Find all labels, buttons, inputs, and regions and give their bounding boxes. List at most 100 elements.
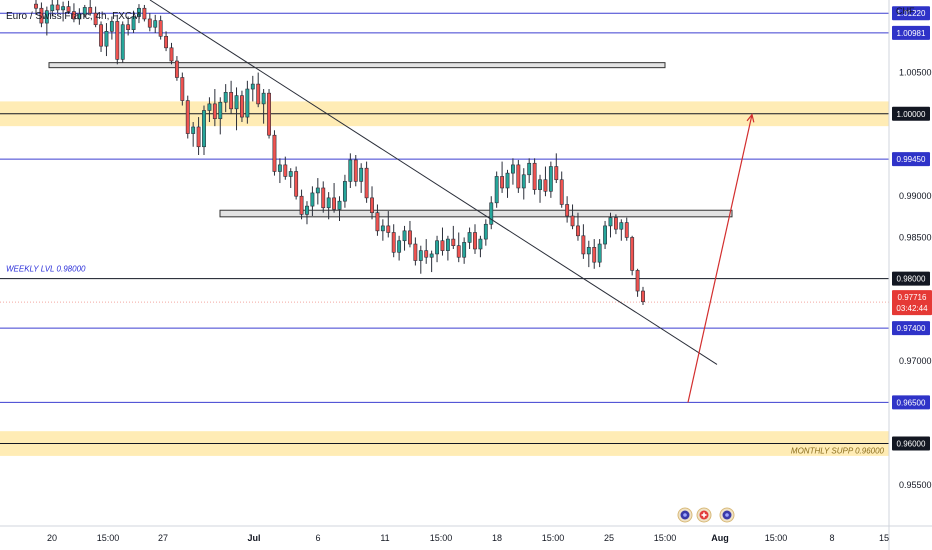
current-price-tag-bg bbox=[892, 290, 932, 316]
candle-body bbox=[521, 174, 526, 189]
candle bbox=[559, 171, 564, 208]
x-tick-label: 8 bbox=[829, 533, 834, 543]
candle bbox=[202, 105, 206, 155]
current-price-value: 0.97716 bbox=[898, 293, 927, 302]
candle-body bbox=[635, 270, 640, 292]
price-tag: 0.97400 bbox=[892, 321, 930, 336]
candle bbox=[147, 13, 152, 32]
candle bbox=[478, 235, 483, 258]
candle bbox=[310, 186, 315, 217]
candle bbox=[391, 224, 396, 258]
candle-body bbox=[424, 250, 429, 258]
candle-body bbox=[603, 225, 607, 245]
candle bbox=[240, 90, 244, 123]
candle bbox=[467, 227, 472, 249]
candle-body bbox=[326, 197, 331, 209]
current-price-countdown: 03:42:44 bbox=[896, 304, 928, 313]
candle-body bbox=[397, 240, 402, 253]
candle-body bbox=[126, 24, 131, 30]
candle-body bbox=[380, 225, 385, 232]
candle bbox=[342, 174, 347, 208]
candle bbox=[104, 23, 109, 57]
candle-body bbox=[223, 92, 228, 103]
candle bbox=[375, 204, 380, 236]
candle bbox=[99, 21, 103, 52]
candle bbox=[364, 161, 369, 203]
candle-body bbox=[185, 100, 190, 134]
candle-body bbox=[61, 6, 66, 11]
price-tag: 0.99450 bbox=[892, 152, 930, 167]
candle bbox=[337, 196, 342, 221]
candle bbox=[261, 89, 266, 124]
monthly-support-label: MONTHLY SUPP 0.96000 bbox=[791, 447, 885, 456]
x-tick-label: 18 bbox=[492, 533, 502, 543]
time-axis[interactable]: 20 15:00 27 Jul 6 11 15:00 18 15:00 25 15:00 Aug 15:… bbox=[0, 525, 932, 543]
x-tick-label: 15:00 bbox=[765, 533, 788, 543]
candle-body bbox=[505, 172, 510, 189]
candle bbox=[305, 201, 309, 225]
projection-arrow-line bbox=[687, 114, 753, 403]
candle-body bbox=[353, 159, 358, 182]
rectangle-levels-layer bbox=[48, 62, 733, 218]
price-tag-bg bbox=[892, 25, 930, 40]
candle-body bbox=[402, 230, 407, 242]
x-tick-label: 20 bbox=[47, 533, 57, 543]
candle bbox=[386, 211, 391, 238]
candle-body bbox=[180, 77, 185, 101]
candle-body bbox=[72, 11, 76, 20]
candle bbox=[142, 4, 147, 22]
candle bbox=[72, 3, 76, 23]
candle bbox=[592, 239, 597, 269]
candle-body bbox=[630, 237, 635, 271]
price-tag-label: 0.98000 bbox=[897, 275, 926, 284]
candle-body bbox=[158, 20, 163, 37]
candle-body bbox=[234, 95, 239, 110]
candle bbox=[131, 10, 136, 33]
candle-body bbox=[34, 3, 38, 9]
weekly-level-label: WEEKLY LVL 0.98000 bbox=[6, 265, 86, 274]
candle bbox=[283, 156, 288, 180]
candle-body bbox=[429, 253, 434, 258]
candle bbox=[359, 163, 364, 193]
candle-body bbox=[597, 243, 602, 263]
candle bbox=[483, 219, 488, 246]
candle-body bbox=[218, 101, 223, 120]
candle-body bbox=[527, 162, 532, 176]
candle-body bbox=[272, 134, 277, 172]
candle-body bbox=[212, 103, 217, 120]
x-tick-label: Aug bbox=[711, 533, 729, 543]
price-axis[interactable]: 0.95500 0.97000 0.98500 0.99000 1.00500 bbox=[888, 0, 932, 550]
candle-body bbox=[321, 187, 326, 209]
candle bbox=[153, 14, 158, 33]
candle-body bbox=[120, 24, 125, 60]
price-tag-bg bbox=[892, 6, 930, 21]
candle-body bbox=[66, 6, 71, 12]
candle bbox=[137, 4, 141, 24]
price-tag-bg bbox=[892, 395, 930, 410]
candle-body bbox=[207, 103, 212, 111]
candle-body bbox=[153, 20, 158, 28]
symbol-title: Euro / Swiss Franc, 4h, FXCM bbox=[6, 11, 140, 22]
alert-icon[interactable] bbox=[696, 507, 712, 523]
candle-body bbox=[342, 181, 347, 202]
price-tag: 0.98000 bbox=[892, 271, 930, 286]
candle bbox=[532, 158, 537, 195]
flag-icon[interactable] bbox=[719, 507, 735, 523]
candle-body bbox=[619, 222, 624, 230]
candle bbox=[521, 168, 526, 200]
candle-body bbox=[559, 179, 564, 205]
candle-body bbox=[277, 164, 282, 172]
candle-body bbox=[99, 24, 103, 47]
icon-row bbox=[677, 507, 735, 523]
annotations-layer: WEEKLY LVL 0.98000 MONTHLY SUPP 0.96000 bbox=[6, 265, 885, 456]
price-tag: 1.00981 bbox=[892, 25, 930, 40]
candle-body bbox=[391, 232, 396, 253]
candle bbox=[624, 217, 629, 241]
candle-body bbox=[581, 235, 586, 255]
globe-flag-icon[interactable] bbox=[677, 507, 693, 523]
candle bbox=[321, 181, 326, 213]
candle bbox=[126, 16, 131, 36]
candle bbox=[402, 225, 407, 251]
candle-body bbox=[375, 212, 380, 232]
